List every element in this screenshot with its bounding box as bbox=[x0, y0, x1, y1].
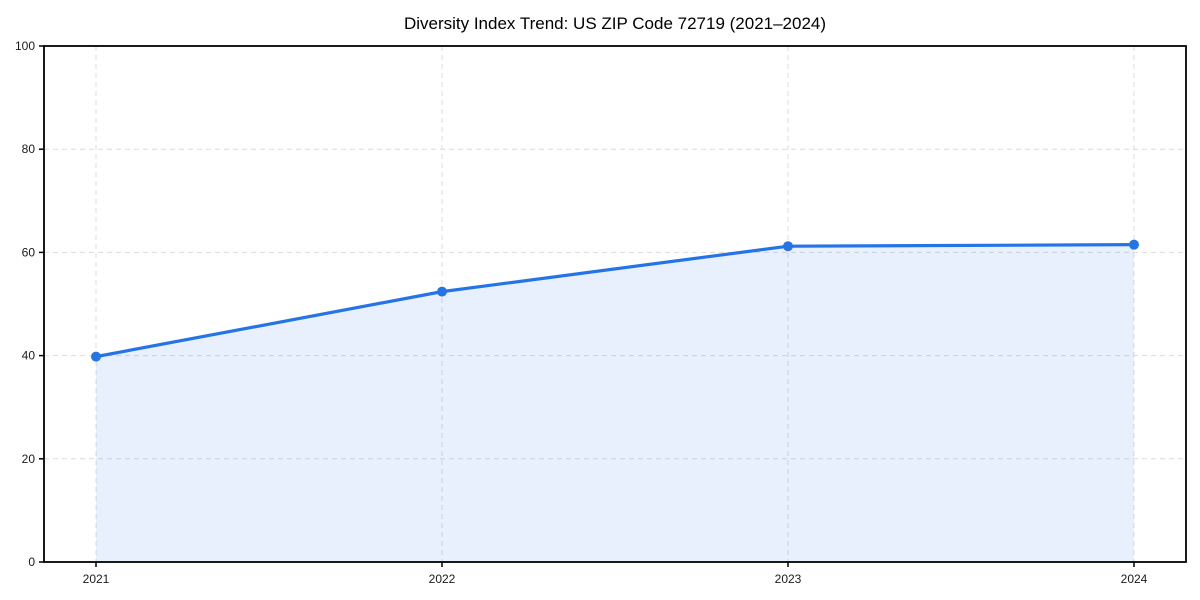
trend-line-path bbox=[94, 243, 1136, 359]
x-tick-label: 2023 bbox=[775, 572, 802, 586]
area-fill-shape bbox=[96, 244, 1134, 562]
trend-line bbox=[94, 243, 1136, 359]
chart-title: Diversity Index Trend: US ZIP Code 72719… bbox=[404, 14, 826, 33]
x-tick-label: 2022 bbox=[429, 572, 456, 586]
y-tick-label: 20 bbox=[22, 452, 36, 466]
tick-labels: 0 20 40 60 80 100 2021 2022 2023 2024 bbox=[15, 39, 1148, 586]
y-tick-label: 40 bbox=[22, 349, 36, 363]
data-point-marker bbox=[1129, 239, 1139, 250]
x-tick-label: 2021 bbox=[83, 572, 110, 586]
x-tick-label: 2024 bbox=[1121, 572, 1148, 586]
y-tick-label: 100 bbox=[15, 39, 35, 53]
data-points bbox=[91, 239, 1139, 362]
area-fill bbox=[96, 244, 1134, 562]
data-point-marker bbox=[783, 241, 793, 252]
axes-spines bbox=[39, 45, 1187, 567]
y-tick-label: 60 bbox=[22, 245, 36, 259]
y-tick-label: 80 bbox=[22, 142, 36, 156]
y-tick-label: 0 bbox=[28, 555, 35, 569]
plot-box-spines bbox=[43, 45, 1187, 563]
data-point-marker bbox=[437, 286, 447, 297]
data-point-marker bbox=[91, 351, 101, 362]
